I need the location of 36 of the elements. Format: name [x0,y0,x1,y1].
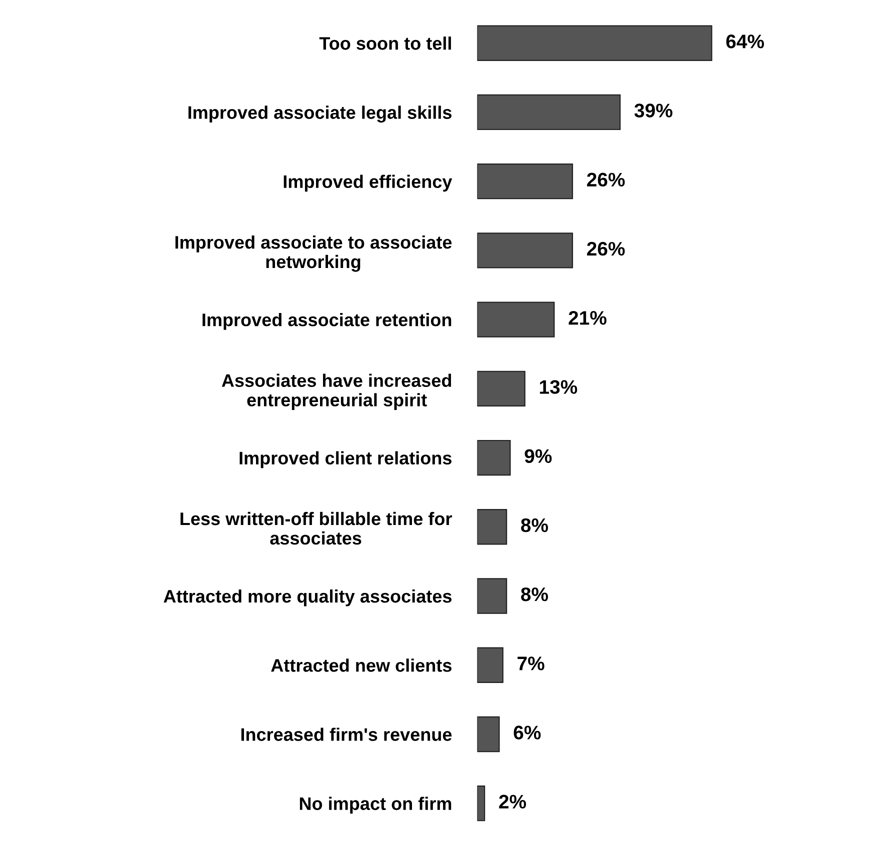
y-tick-label: No impact on firm [300,796,452,814]
y-tick-label: Less written-off billable time for associates [180,512,452,545]
y-tick-label: Improved associate to associate networking [175,235,452,272]
y-tick-label: Improved efficiency [284,174,452,192]
y-tick-label: Attracted new clients [271,658,452,672]
bar [477,509,508,545]
data-label: 21% [568,311,606,325]
bar [477,716,500,752]
data-label: 2% [499,794,526,809]
bar [477,94,621,130]
y-tick-label: Improved associate legal skills [188,106,452,123]
bar [477,578,508,614]
data-label: 7% [518,656,544,670]
bar [477,232,574,268]
data-label: 39% [634,104,672,118]
bar [477,647,504,683]
data-label: 9% [524,449,552,463]
bar [477,302,555,338]
y-tick-label: Improved client relations [240,451,452,468]
data-label: 6% [514,726,541,740]
y-tick-label: Increased firm's revenue [241,728,452,741]
y-tick-label: Too soon to tell [319,36,451,50]
data-label: 8% [521,518,548,532]
data-label: 64% [726,34,764,48]
data-label: 26% [587,242,625,256]
bar [477,440,511,476]
y-tick-label: Attracted more quality associates [164,589,452,606]
y-tick-label: Associates have increased entrepreneurial spirit [222,374,452,410]
y-tick-label: Improved associate retention [202,313,452,330]
data-label: 26% [587,172,625,187]
bar [477,25,712,61]
bar [477,164,574,200]
bar [477,370,526,406]
data-label: 8% [521,587,548,602]
data-label: 13% [540,380,578,394]
bar [477,786,486,822]
